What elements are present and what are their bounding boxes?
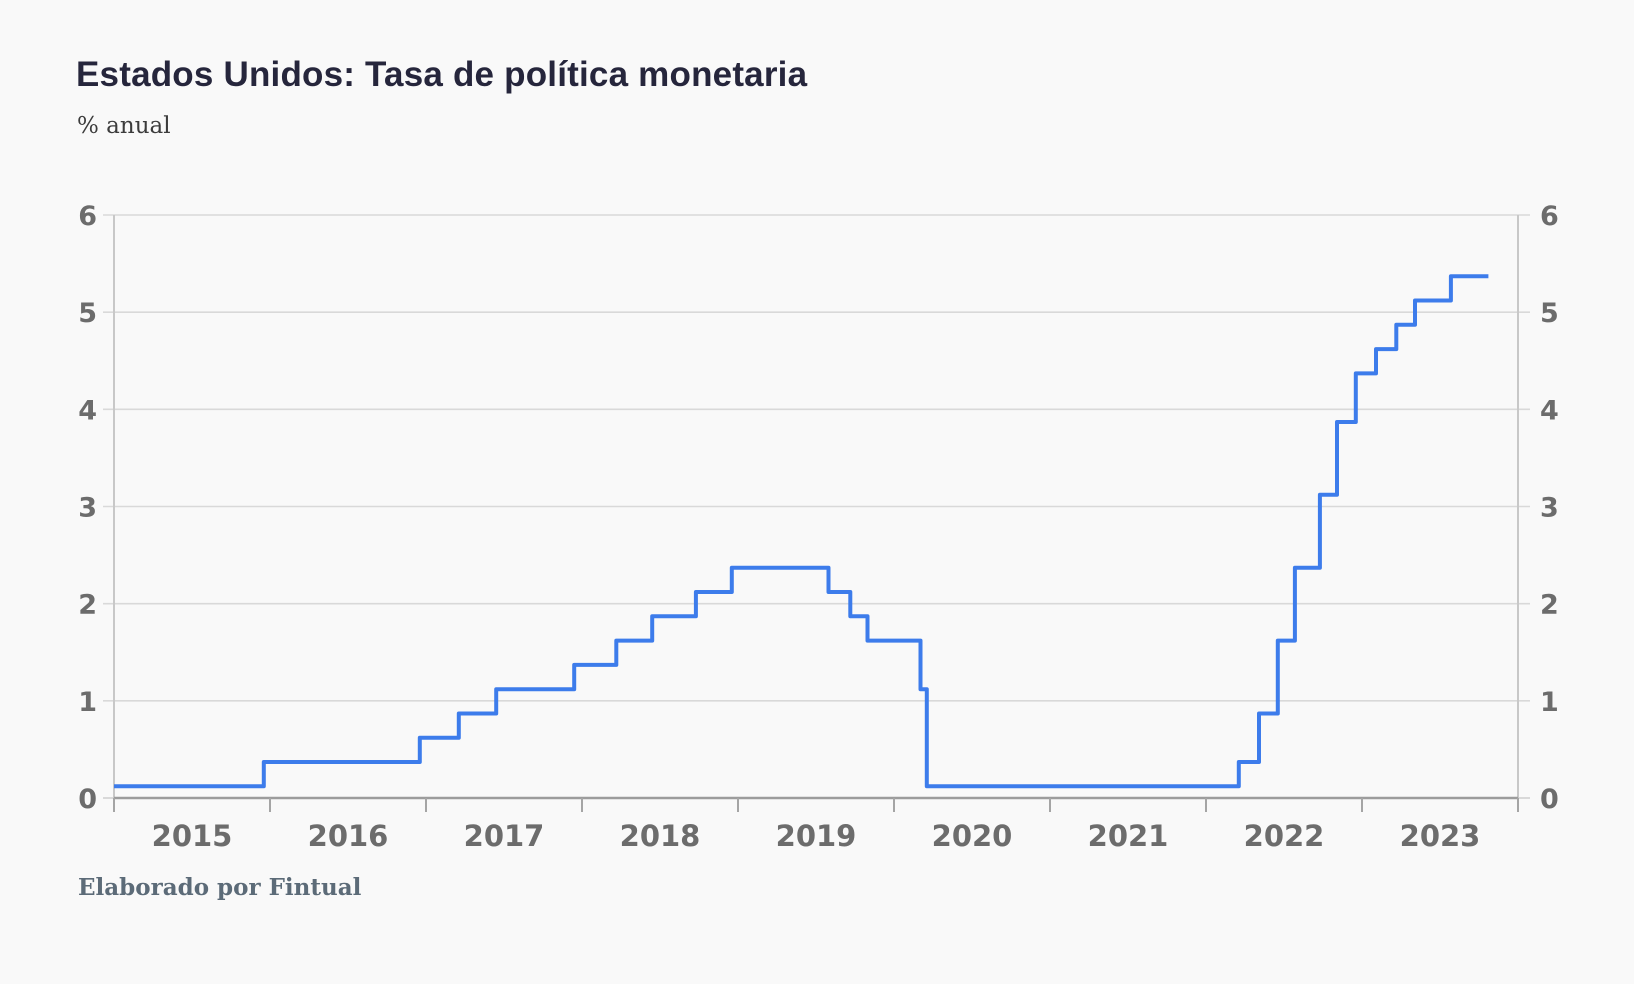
x-tick-label: 2016 bbox=[308, 819, 389, 853]
y-tick-label-left: 3 bbox=[78, 493, 97, 524]
y-tick-label-right: 6 bbox=[1540, 201, 1559, 232]
x-tick-label: 2021 bbox=[1088, 819, 1169, 853]
x-tick-label: 2020 bbox=[932, 819, 1013, 853]
x-tick-label: 2015 bbox=[152, 819, 233, 853]
y-tick-label-left: 5 bbox=[78, 298, 97, 329]
y-tick-label-left: 1 bbox=[78, 687, 97, 718]
y-tick-label-left: 4 bbox=[78, 395, 97, 426]
chart-title: Estados Unidos: Tasa de política monetar… bbox=[76, 55, 808, 94]
y-tick-label-left: 0 bbox=[78, 784, 97, 815]
x-tick-label: 2018 bbox=[620, 819, 701, 853]
y-tick-label-left: 6 bbox=[78, 201, 97, 232]
y-tick-label-right: 1 bbox=[1540, 687, 1559, 718]
y-tick-label-right: 2 bbox=[1540, 590, 1559, 621]
chart-credit: Elaborado por Fintual bbox=[78, 874, 362, 901]
chart-subtitle: % anual bbox=[77, 113, 171, 139]
x-tick-label: 2017 bbox=[464, 819, 545, 853]
y-tick-label-right: 5 bbox=[1540, 298, 1559, 329]
y-tick-label-right: 0 bbox=[1540, 784, 1559, 815]
y-tick-label-left: 2 bbox=[78, 590, 97, 621]
policy-rate-step-line bbox=[114, 274, 1489, 789]
x-tick-label: 2023 bbox=[1400, 819, 1481, 853]
x-tick-label: 2019 bbox=[776, 819, 857, 853]
x-tick-label: 2022 bbox=[1244, 819, 1325, 853]
y-tick-label-right: 3 bbox=[1540, 493, 1559, 524]
y-tick-label-right: 4 bbox=[1540, 395, 1559, 426]
